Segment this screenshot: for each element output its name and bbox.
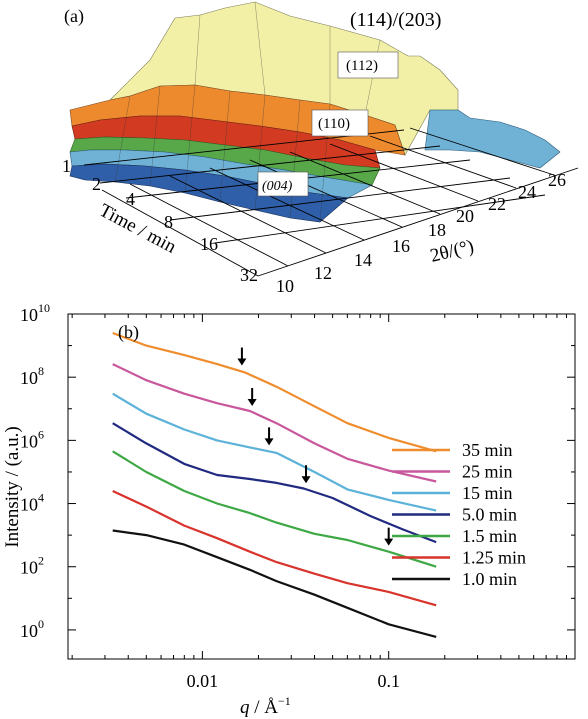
series-line-5-0-min <box>112 422 437 544</box>
legend-label: 15 min <box>462 483 513 503</box>
time-tick-labels: 32 16 8 4 2 1 <box>62 156 258 285</box>
two-theta-axis-label: 2θ/(°) <box>428 236 476 267</box>
panel-b-label: (b) <box>118 322 139 343</box>
x-tick-label: 0.01 <box>187 671 219 691</box>
legend-label: 5.0 min <box>462 505 517 525</box>
x-axis-label-symbol: q <box>240 697 250 718</box>
legend-label: 1.5 min <box>462 526 517 546</box>
series-line-15-min <box>112 392 437 512</box>
y-axis-label: Intensity / (a.u.) <box>2 426 23 547</box>
y-tick-label: 104 <box>20 491 44 515</box>
panel-a-surface-plot: (a) (114)/(203) (112) (110) (004) 10 12 … <box>62 1 579 296</box>
legend-item: 5.0 min <box>392 505 517 525</box>
two-theta-tick: 16 <box>392 236 410 256</box>
two-theta-tick: 20 <box>456 206 474 226</box>
legend-item: 25 min <box>392 462 513 482</box>
legend-item: 1.0 min <box>392 569 517 589</box>
two-theta-tick: 26 <box>548 170 566 190</box>
y-tick-label: 102 <box>20 554 44 578</box>
two-theta-tick-labels: 10 12 14 16 18 20 22 24 26 <box>276 170 566 296</box>
peak-label-004-box: (004) <box>257 171 309 197</box>
y-tick-labels: 1010 108 106 104 102 100 <box>20 301 50 641</box>
series-line-1-5-min <box>112 450 437 568</box>
x-axis-label: q / Å−1 <box>240 694 291 718</box>
peak-label-112-box: (112) <box>337 51 399 79</box>
peak-label-004: (004) <box>262 179 293 194</box>
time-tick: 16 <box>200 234 218 254</box>
peak-label-114-203: (114)/(203) <box>350 9 441 31</box>
legend-item: 35 min <box>392 440 513 460</box>
legend-item: 1.5 min <box>392 526 517 546</box>
two-theta-tick: 24 <box>518 182 536 202</box>
x-tick-label: 0.1 <box>377 671 400 691</box>
two-theta-tick: 22 <box>488 194 506 214</box>
series-lines <box>112 331 437 638</box>
peak-label-110: (110) <box>318 116 350 132</box>
peak-label-110-box: (110) <box>311 109 369 137</box>
y-tick-label: 106 <box>20 427 44 451</box>
legend-label: 25 min <box>462 462 513 482</box>
x-axis-label-exponent: −1 <box>278 694 291 708</box>
two-theta-tick: 18 <box>428 220 446 240</box>
peak-arrow <box>247 388 257 407</box>
surface-tail <box>424 109 561 169</box>
series-line-25-min <box>112 363 437 483</box>
series-line-1-0-min <box>112 529 437 638</box>
series-line-1-25-min <box>112 490 437 607</box>
legend-label: 35 min <box>462 440 513 460</box>
two-theta-tick: 10 <box>276 276 294 296</box>
peak-label-112: (112) <box>346 58 378 74</box>
series-line-35-min <box>112 331 437 453</box>
time-tick: 32 <box>240 265 258 285</box>
axis-ticks <box>68 313 575 659</box>
time-tick: 4 <box>126 189 135 209</box>
two-theta-tick: 14 <box>354 250 372 270</box>
legend-label: 1.0 min <box>462 569 517 589</box>
y-tick-label: 1010 <box>20 301 50 325</box>
x-tick-labels: 0.01 0.1 <box>187 671 400 691</box>
time-tick: 8 <box>164 212 173 232</box>
legend-label: 1.25 min <box>462 548 526 568</box>
peak-arrow <box>301 465 311 484</box>
surface-gridlines <box>114 1 381 223</box>
panel-a-label: (a) <box>64 6 84 27</box>
y-tick-label: 100 <box>20 617 44 641</box>
time-tick: 2 <box>92 174 101 194</box>
peak-arrow <box>384 527 394 546</box>
two-theta-tick: 12 <box>314 263 332 283</box>
peak-arrow <box>264 427 274 446</box>
peak-arrows <box>237 347 394 546</box>
time-tick: 1 <box>62 156 71 176</box>
floor-grid <box>83 127 579 277</box>
y-tick-label: 108 <box>20 364 44 388</box>
x-axis-label-unit: / Å <box>250 697 279 718</box>
legend-item: 1.25 min <box>392 548 526 568</box>
legend-item: 15 min <box>392 483 513 503</box>
peak-arrow <box>237 347 247 366</box>
plot-frame <box>67 313 576 660</box>
